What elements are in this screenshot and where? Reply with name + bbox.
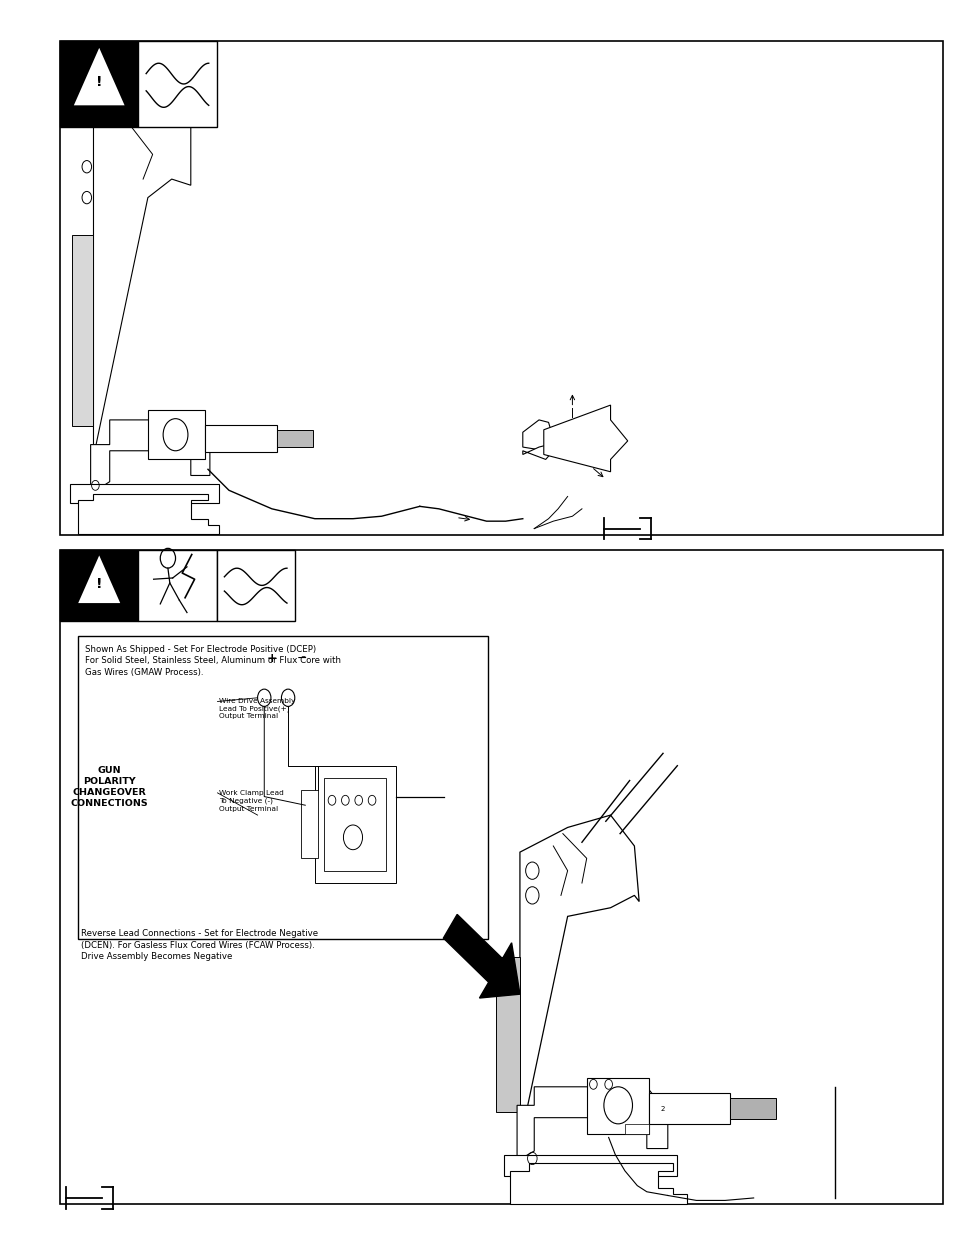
Bar bbox=[324, 778, 386, 871]
Polygon shape bbox=[93, 89, 191, 457]
Bar bbox=[276, 430, 313, 447]
Polygon shape bbox=[543, 405, 627, 472]
Text: !: ! bbox=[96, 577, 102, 592]
Polygon shape bbox=[503, 1155, 677, 1176]
Polygon shape bbox=[78, 556, 120, 603]
Bar bbox=[60, 550, 138, 621]
Text: Work Clamp Lead
To Negative (-)
Output Terminal: Work Clamp Lead To Negative (-) Output T… bbox=[219, 790, 284, 811]
Polygon shape bbox=[73, 48, 125, 105]
Polygon shape bbox=[517, 1087, 667, 1161]
Bar bbox=[138, 550, 216, 621]
Bar bbox=[205, 425, 276, 452]
Bar bbox=[78, 636, 488, 939]
Polygon shape bbox=[519, 815, 639, 1142]
Text: Wire Drive Assembly
Lead To Positive(+)
Output Terminal: Wire Drive Assembly Lead To Positive(+) … bbox=[219, 698, 295, 719]
Polygon shape bbox=[70, 484, 219, 503]
Bar bbox=[60, 41, 138, 127]
Bar bbox=[729, 1098, 775, 1119]
Bar bbox=[60, 550, 942, 1204]
Polygon shape bbox=[443, 914, 519, 998]
Polygon shape bbox=[510, 1163, 686, 1204]
Polygon shape bbox=[522, 445, 553, 459]
Text: Shown As Shipped - Set For Electrode Positive (DCEP)
For Solid Steel, Stainless : Shown As Shipped - Set For Electrode Pos… bbox=[85, 645, 340, 677]
Text: GUN
POLARITY
CHANGEOVER
CONNECTIONS: GUN POLARITY CHANGEOVER CONNECTIONS bbox=[71, 766, 149, 808]
Text: −: − bbox=[296, 652, 308, 664]
Bar bbox=[300, 790, 317, 858]
Text: Reverse Lead Connections - Set for Electrode Negative
(DCEN). For Gasless Flux C: Reverse Lead Connections - Set for Elect… bbox=[81, 929, 318, 961]
Polygon shape bbox=[91, 420, 210, 494]
Bar bbox=[60, 41, 942, 535]
Polygon shape bbox=[71, 235, 93, 426]
Bar bbox=[138, 41, 216, 127]
Polygon shape bbox=[522, 420, 553, 451]
Polygon shape bbox=[78, 494, 219, 534]
Bar bbox=[216, 550, 294, 621]
Text: !: ! bbox=[96, 75, 102, 89]
Text: +: + bbox=[266, 652, 277, 664]
Bar bbox=[648, 1093, 729, 1124]
Bar bbox=[314, 766, 395, 883]
Bar bbox=[148, 410, 205, 459]
Bar bbox=[624, 1124, 648, 1134]
Text: 2: 2 bbox=[660, 1107, 664, 1112]
Polygon shape bbox=[496, 957, 519, 1112]
Bar bbox=[586, 1078, 648, 1134]
